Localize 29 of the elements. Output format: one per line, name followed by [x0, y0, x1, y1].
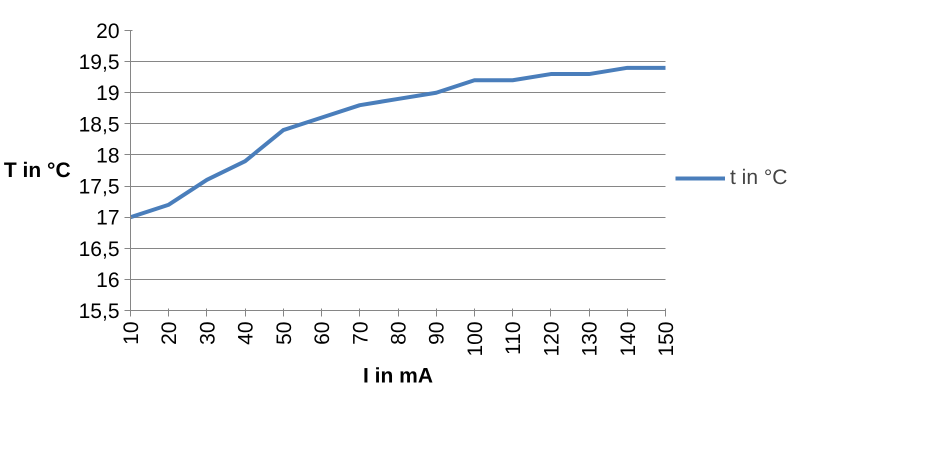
x-tick-label: 40 — [234, 322, 258, 345]
y-tick-label: 19 — [96, 82, 120, 106]
y-tick-label: 16,5 — [78, 238, 120, 261]
x-tick-label: 90 — [426, 322, 449, 345]
x-tick-label: 70 — [349, 322, 372, 345]
line-series — [130, 66, 666, 220]
x-tick-label: 140 — [616, 321, 640, 357]
y-tick-label: 20 — [96, 20, 120, 43]
x-tick-label: 50 — [272, 322, 296, 345]
x-tick-label: 30 — [196, 322, 220, 345]
y-tick-label: 19,5 — [78, 51, 120, 74]
x-tick-label: 80 — [388, 322, 410, 345]
x-axis-title: I in mA — [363, 364, 434, 388]
y-tick-label: 16 — [96, 268, 120, 292]
y-tick-label: 18,5 — [78, 113, 120, 136]
x-tick-label: 10 — [120, 322, 143, 345]
y-tick-label: 15,5 — [78, 300, 120, 323]
legend-label: t in °C — [730, 166, 788, 190]
x-tick-label: 150 — [655, 321, 678, 357]
x-tick-label: 120 — [540, 321, 564, 357]
y-tick-label: 17,5 — [78, 176, 120, 199]
y-tick-label: 17 — [96, 206, 120, 230]
x-tick-label: 130 — [578, 321, 602, 357]
x-tick-label: 60 — [311, 322, 334, 345]
y-axis-title: T in °C — [4, 159, 71, 182]
x-tick-label: 100 — [464, 321, 487, 357]
x-tick-label: 110 — [502, 321, 526, 355]
x-tick-label: 20 — [158, 322, 182, 345]
y-tick-label: 18 — [96, 144, 120, 168]
